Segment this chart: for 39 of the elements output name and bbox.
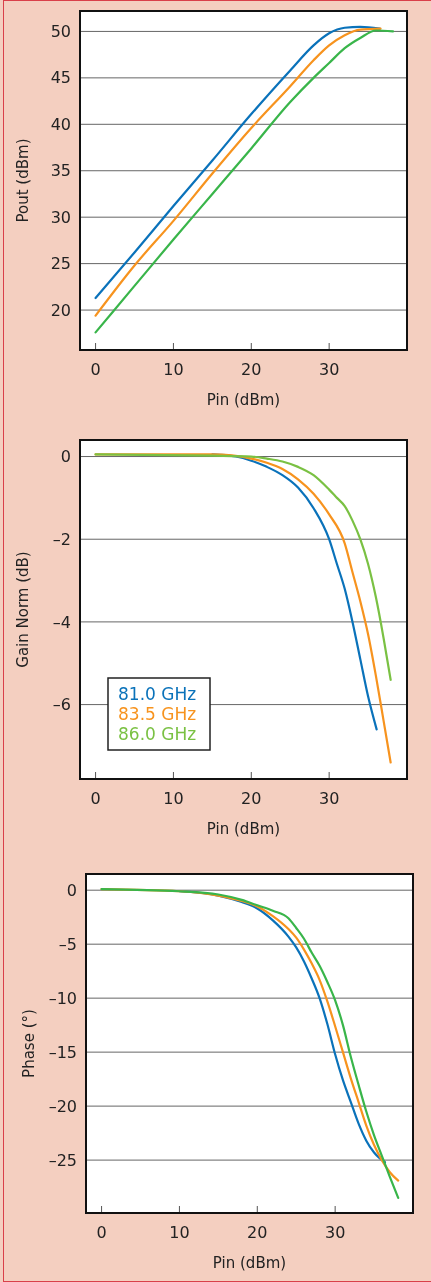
x-axis-title: Pin (dBm) [206, 820, 281, 838]
y-tick-label: 20 [50, 300, 71, 320]
x-tick-label: 20 [241, 360, 262, 379]
text: 86.0 GHz [118, 724, 197, 744]
y-tick-label: 25 [50, 254, 71, 274]
x-tick-label: 20 [247, 1223, 268, 1242]
text: 81.0 GHz [118, 684, 197, 704]
x-tick-label: 10 [163, 360, 184, 379]
y-tick-label: –5 [58, 934, 77, 954]
x-tick-label: 0 [96, 1223, 107, 1242]
y-tick-label: –2 [52, 529, 71, 549]
x-tick-label: 30 [324, 1223, 346, 1242]
y-tick-label: 0 [60, 447, 71, 467]
y-axis-title: Phase (°) [20, 1009, 38, 1078]
y-tick-label: –6 [52, 695, 71, 715]
line-series [94, 453, 392, 681]
x-tick-label: 0 [90, 789, 101, 808]
x-tick-label: 10 [169, 1223, 190, 1242]
x-tick-label: 0 [90, 360, 101, 379]
y-tick-label: 30 [50, 207, 71, 227]
y-axis-title: Pout (dBm) [14, 138, 32, 223]
y-tick-label: 45 [50, 68, 71, 88]
text: 83.5 GHz [118, 704, 197, 724]
y-tick-label: 50 [50, 22, 71, 42]
x-axis-title: Pin (dBm) [212, 1254, 287, 1272]
x-axis-title: Pin (dBm) [206, 391, 281, 409]
x-tick-label: 30 [318, 360, 340, 379]
y-tick-label: 35 [50, 161, 71, 181]
x-tick-label: 30 [318, 789, 340, 808]
y-tick-label: –15 [48, 1042, 77, 1062]
y-axis-title: Gain Norm (dB) [14, 551, 32, 668]
y-tick-label: –20 [48, 1096, 77, 1116]
y-tick-label: 40 [50, 114, 71, 134]
y-tick-label: –25 [48, 1150, 77, 1170]
y-tick-label: –10 [48, 988, 77, 1008]
y-tick-label: –4 [52, 612, 71, 632]
y-tick-label: 0 [66, 880, 77, 900]
x-tick-label: 20 [241, 789, 262, 808]
x-tick-label: 10 [163, 789, 184, 808]
